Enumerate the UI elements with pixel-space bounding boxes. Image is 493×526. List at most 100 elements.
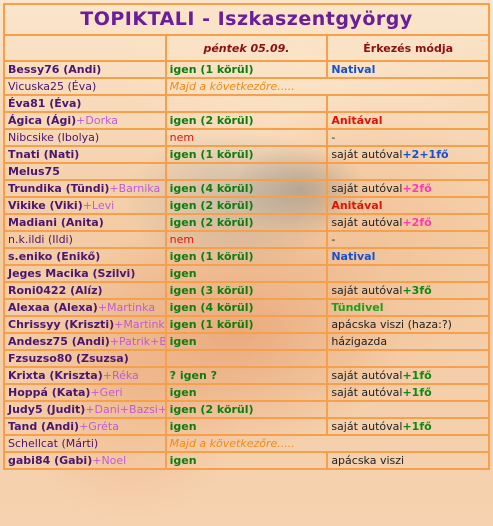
status-text: igen (2 körül) bbox=[169, 403, 254, 416]
status-cell bbox=[164, 349, 329, 368]
participant-cell: Nibcsike (Ibolya) bbox=[3, 128, 167, 147]
participant-cell: Madiani (Anita) bbox=[3, 213, 167, 232]
table-row: Tnati (Nati) igen (1 körül) saját autóval+… bbox=[3, 145, 490, 164]
participant-cell: Melus75 bbox=[3, 162, 167, 181]
participant-name: Madiani (Anita) bbox=[8, 216, 104, 229]
status-cell: igen (4 körül) bbox=[164, 179, 329, 198]
status-cell: igen (3 körül) bbox=[164, 281, 329, 300]
participant-cell: Vicuska25 (Éva) bbox=[3, 77, 167, 96]
participant-name: Vicuska25 (Éva) bbox=[8, 80, 97, 93]
status-cell: igen (2 körül) bbox=[164, 111, 329, 130]
header-name bbox=[3, 34, 167, 62]
status-text: igen (1 körül) bbox=[169, 250, 254, 263]
arrival-cell bbox=[326, 349, 490, 368]
participant-name: Krixta (Kriszta) bbox=[8, 369, 103, 382]
table-row: Éva81 (Éva) bbox=[3, 94, 490, 113]
table-row: Jeges Macika (Szilvi) igen bbox=[3, 264, 490, 283]
arrival-text: - bbox=[331, 233, 336, 246]
table-row: Trundika (Tündi)+Barnika igen (4 körül) sa… bbox=[3, 179, 490, 198]
companions: +Barnika bbox=[109, 182, 161, 195]
arrival-cell bbox=[326, 400, 490, 419]
table-row: Krixta (Kriszta)+Réka? igen ? saját autóv… bbox=[3, 366, 490, 385]
participant-cell: Krixta (Kriszta)+Réka bbox=[3, 366, 167, 385]
table-row: Vicuska25 (Éva) Majd a következőre..... bbox=[3, 77, 491, 96]
table-row: Melus75 bbox=[3, 162, 490, 181]
companions: +Martinka bbox=[97, 301, 156, 314]
extra-persons: +1fő bbox=[402, 420, 432, 433]
status-cell: igen (1 körül) bbox=[164, 60, 329, 79]
status-cell: Majd a következőre..... bbox=[164, 434, 491, 453]
arrival-text: házigazda bbox=[331, 335, 388, 348]
table-row: gabi84 (Gabi)+Noel igen apácska viszi bbox=[3, 451, 490, 470]
arrival-text: saját autóval bbox=[331, 182, 403, 195]
participant-name: Chrissyy (Kriszti) bbox=[8, 318, 115, 331]
status-cell: igen bbox=[164, 264, 329, 283]
header-date: péntek 05.09. bbox=[164, 34, 329, 62]
participant-name: Roni0422 (Alíz) bbox=[8, 284, 103, 297]
participant-cell: Trundika (Tündi)+Barnika bbox=[3, 179, 167, 198]
participant-name: Ágica (Ági) bbox=[8, 114, 77, 127]
status-cell bbox=[164, 94, 329, 113]
status-text: igen (3 körül) bbox=[169, 284, 254, 297]
arrival-text: apácska viszi (haza:?) bbox=[331, 318, 452, 331]
status-cell: nem bbox=[164, 230, 329, 249]
status-text: igen (2 körül) bbox=[169, 114, 254, 127]
status-cell: igen bbox=[164, 383, 329, 402]
arrival-cell: saját autóval+2+1fő bbox=[326, 145, 490, 164]
status-text: igen (4 körül) bbox=[169, 182, 254, 195]
participant-cell: Fzsuzso80 (Zsuzsa) bbox=[3, 349, 167, 368]
arrival-cell: - bbox=[326, 128, 490, 147]
status-text: igen (1 körül) bbox=[169, 148, 254, 161]
companions: +Geri bbox=[90, 386, 123, 399]
title-row: TOPIKTALI - Iszkaszentgyörgy bbox=[3, 3, 490, 36]
status-text: igen (2 körül) bbox=[169, 199, 254, 212]
status-text: igen (4 körül) bbox=[169, 301, 254, 314]
status-cell: igen (2 körül) bbox=[164, 400, 329, 419]
table-row: Alexaa (Alexa)+Martinka igen (4 körül) Tün… bbox=[3, 298, 490, 317]
arrival-text: saját autóval bbox=[331, 148, 403, 161]
status-text: Majd a következőre..... bbox=[169, 80, 295, 93]
arrival-cell bbox=[326, 162, 490, 181]
status-cell: igen bbox=[164, 417, 329, 436]
status-cell: igen bbox=[164, 332, 329, 351]
arrival-cell bbox=[326, 94, 490, 113]
arrival-cell: saját autóval+1fő bbox=[326, 366, 490, 385]
participant-cell: Ágica (Ági)+Dorka bbox=[3, 111, 167, 130]
table-row: Roni0422 (Alíz) igen (3 körül) saját autóv… bbox=[3, 281, 490, 300]
table-row: Andesz75 (Andi)+Patrik+Bencusigenházigaz… bbox=[3, 332, 490, 351]
participant-name: Alexaa (Alexa) bbox=[8, 301, 98, 314]
participant-name: Trundika (Tündi) bbox=[8, 182, 110, 195]
arrival-cell: házigazda bbox=[326, 332, 490, 351]
extra-persons: +1fő bbox=[402, 369, 432, 382]
arrival-text: apácska viszi bbox=[331, 454, 405, 467]
arrival-cell: Natival bbox=[326, 247, 490, 266]
extra-persons: +1fő bbox=[402, 386, 432, 399]
participant-name: Tnati (Nati) bbox=[8, 148, 80, 161]
extra-persons: +3fő bbox=[402, 284, 432, 297]
attendance-table: TOPIKTALI - Iszkaszentgyörgy péntek 05.0… bbox=[3, 3, 491, 470]
participant-cell: Bessy76 (Andi) bbox=[3, 60, 167, 79]
participant-name: Andesz75 (Andi) bbox=[8, 335, 110, 348]
companions: +Levi bbox=[82, 199, 115, 212]
participant-name: Tand (Andi) bbox=[8, 420, 80, 433]
participant-cell: Vikike (Viki)+Levi bbox=[3, 196, 167, 215]
participant-name: Hoppá (Kata) bbox=[8, 386, 91, 399]
participant-cell: Chrissyy (Kriszti)+Martinka bbox=[3, 315, 167, 334]
table-row: Ágica (Ági)+Dorka igen (2 körül) Anitával bbox=[3, 111, 490, 130]
arrival-cell: saját autóval+2fő bbox=[326, 179, 490, 198]
status-text: igen bbox=[169, 267, 197, 280]
status-cell: igen (1 körül) bbox=[164, 145, 329, 164]
status-cell: igen bbox=[164, 451, 329, 470]
participant-name: Fzsuzso80 (Zsuzsa) bbox=[8, 352, 129, 365]
table-row: Schellcat (Márti) Majd a következőre..... bbox=[3, 434, 491, 453]
participant-cell: Schellcat (Márti) bbox=[3, 434, 167, 453]
participant-cell: Éva81 (Éva) bbox=[3, 94, 167, 113]
participant-cell: Tand (Andi)+Gréta bbox=[3, 417, 167, 436]
participant-cell: n.k.ildi (Ildi) bbox=[3, 230, 167, 249]
arrival-text: saját autóval bbox=[331, 420, 403, 433]
status-text: ? igen ? bbox=[169, 369, 218, 382]
participant-name: Vikike (Viki) bbox=[8, 199, 83, 212]
status-text: igen bbox=[169, 454, 197, 467]
status-text: nem bbox=[169, 131, 195, 144]
